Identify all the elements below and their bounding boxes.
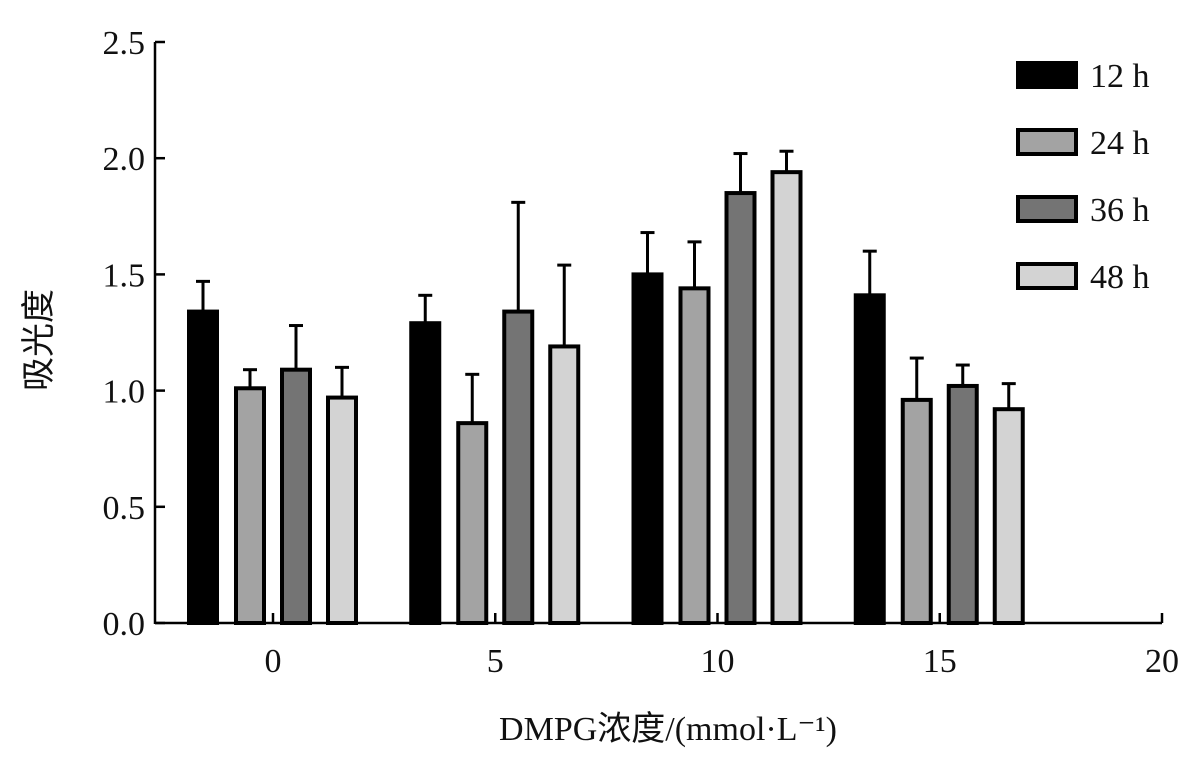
bar-36h-0 (280, 367, 312, 625)
legend-swatch (1016, 128, 1078, 156)
bar-48h-0 (326, 395, 358, 625)
x-tick-label: 20 (1145, 643, 1179, 680)
x-tick-label: 15 (923, 643, 957, 680)
x-tick-label: 5 (487, 643, 504, 680)
bar-12h-10 (631, 272, 664, 625)
bar-36h-10 (724, 191, 757, 625)
y-axis-label: 吸光度 (20, 289, 58, 391)
bar-24h-5 (456, 421, 489, 625)
legend-swatch (1016, 262, 1078, 290)
bar-24h-15 (900, 397, 933, 625)
y-tick-label: 0.0 (103, 606, 146, 643)
bar-48h-10 (770, 170, 803, 625)
x-tick-label: 0 (265, 643, 282, 680)
legend-label: 12 h (1090, 58, 1150, 95)
x-tick-label: 10 (701, 643, 735, 680)
y-tick-label: 0.5 (103, 490, 146, 527)
y-tick-label: 2.5 (103, 25, 146, 62)
y-tick-label: 1.0 (103, 374, 146, 411)
bars-layer (187, 149, 1025, 625)
legend-label: 24 h (1090, 125, 1150, 162)
y-tick-label: 2.0 (103, 141, 146, 178)
bar-24h-0 (234, 386, 266, 625)
legend-swatch (1016, 195, 1078, 223)
bar-12h-5 (409, 321, 442, 625)
bar-12h-0 (187, 309, 219, 625)
bar-24h-10 (678, 286, 711, 625)
x-axis-label: DMPG浓度/(mmol·L⁻¹) (499, 710, 837, 748)
bar-36h-15 (946, 383, 979, 625)
bar-12h-15 (853, 293, 886, 625)
y-tick-label: 1.5 (103, 257, 146, 294)
bar-48h-5 (548, 344, 581, 625)
legend: 12 h 24 h 36 h 48 h (1016, 58, 1150, 296)
bar-48h-15 (992, 407, 1025, 625)
legend-swatch (1016, 61, 1078, 89)
legend-label: 36 h (1090, 192, 1150, 229)
bar-36h-5 (502, 309, 535, 625)
axes-layer: 0.0 0.5 1.0 1.5 2.0 2.5 0 5 10 15 20 (103, 25, 1180, 680)
legend-label: 48 h (1090, 259, 1150, 296)
